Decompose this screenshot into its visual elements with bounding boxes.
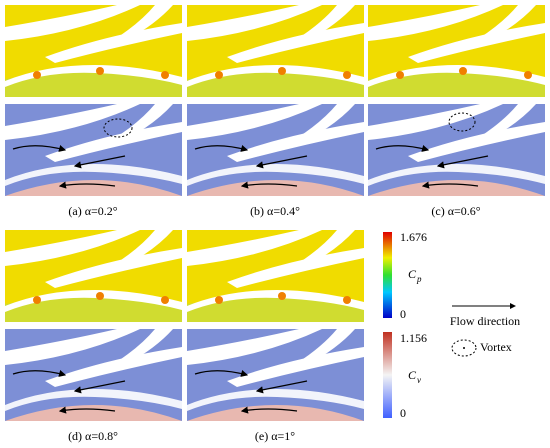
captions: (a) α=0.2° (b) α=0.4° (c) α=0.6° (d) α=0… (68, 204, 481, 443)
legend-label: Flow direction (450, 314, 520, 328)
pressure-contour (187, 5, 364, 97)
caption: (d) α=0.8° (68, 429, 118, 443)
legend-label: Vortex (480, 340, 512, 354)
colorbar-symbol: C (408, 368, 417, 382)
colorbar-max: 1.676 (400, 230, 427, 244)
pressure-contour (5, 230, 182, 322)
velocity-vectors (187, 104, 364, 196)
colorbar-symbol: C (408, 267, 417, 281)
velocity-vectors (187, 329, 364, 421)
velocity-vectors (368, 104, 545, 196)
caption: (a) α=0.2° (68, 204, 117, 218)
colorbar-max: 1.156 (400, 331, 427, 345)
colorbar-subscript: p (416, 274, 422, 284)
velocity-vectors (5, 329, 182, 421)
colorbar-min: 0 (400, 307, 406, 321)
colorbar-min: 0 (400, 406, 406, 420)
panels (5, 5, 545, 421)
colorbar (383, 232, 392, 318)
legend: Flow direction Vortex (450, 303, 520, 357)
caption: (c) α=0.6° (431, 204, 480, 218)
pressure-contour (368, 5, 545, 97)
pressure-contour (5, 5, 182, 97)
colorbar-subscript: v (417, 375, 421, 385)
caption: (b) α=0.4° (250, 204, 300, 218)
velocity-vectors (5, 104, 182, 196)
vortex-marker (103, 118, 133, 138)
pressure-contour (187, 230, 364, 322)
vortex-dot (463, 347, 465, 349)
vortex-marker (448, 112, 476, 132)
colorbars: 1.676 0 C p 1.156 0 C v (383, 230, 427, 420)
vortex-symbol (451, 339, 477, 357)
colorbar (383, 332, 392, 418)
caption: (e) α=1° (255, 429, 295, 443)
